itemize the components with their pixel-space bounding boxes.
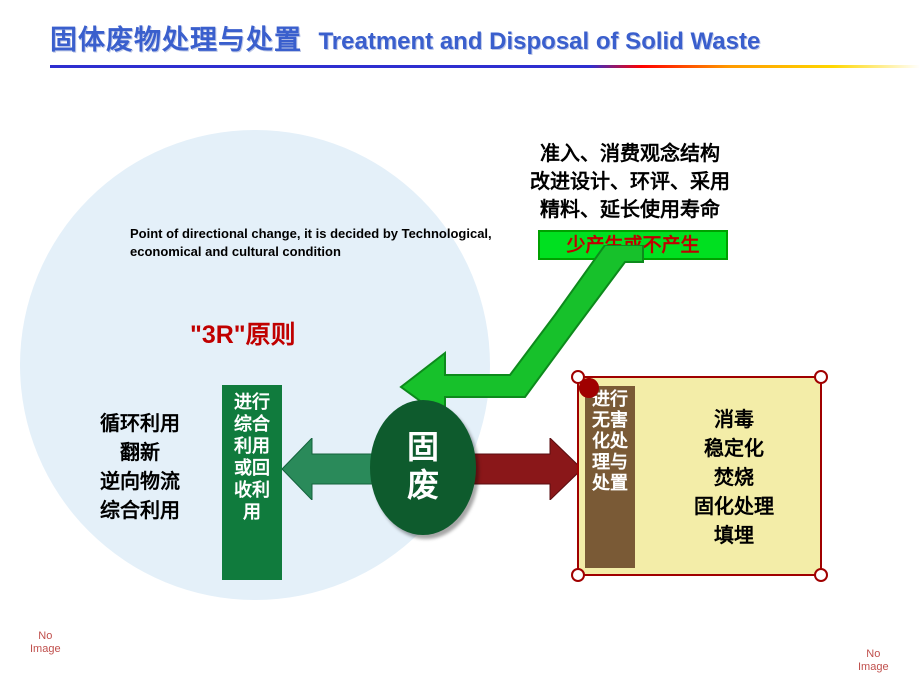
recycle-list: 循环利用 翻新 逆向物流 综合利用 <box>70 410 210 526</box>
diagram-canvas: 准入、消费观念结构 改进设计、环评、采用 精料、延长使用寿命 Point of … <box>0 70 920 690</box>
top-concepts-list: 准入、消费观念结构 改进设计、环评、采用 精料、延长使用寿命 <box>480 140 780 224</box>
list-item: 稳定化 <box>654 435 814 464</box>
hub-line2: 废 <box>370 466 476 504</box>
top-item: 精料、延长使用寿命 <box>480 196 780 224</box>
title-en: Treatment and Disposal of Solid Waste <box>318 28 760 55</box>
list-item: 综合利用 <box>70 497 210 526</box>
corner-decor <box>814 370 828 384</box>
header-divider <box>50 65 920 68</box>
list-item: 固化处理 <box>654 493 814 522</box>
top-item: 改进设计、环评、采用 <box>480 168 780 196</box>
hub-solid-waste: 固 废 <box>370 400 476 535</box>
header: 固体废物处理与处置 Treatment and Disposal of Soli… <box>0 0 920 68</box>
placeholder-noimage-left: NoImage <box>30 630 61 656</box>
list-item: 翻新 <box>70 439 210 468</box>
disposal-list: 消毒 稳定化 焚烧 固化处理 填埋 <box>654 406 814 551</box>
hub-line1: 固 <box>370 428 476 466</box>
disposal-panel: 进行无害化处理与处置 消毒 稳定化 焚烧 固化处理 填埋 <box>577 376 822 576</box>
title-cn: 固体废物处理与处置 <box>50 25 302 55</box>
corner-decor <box>571 370 585 384</box>
corner-decor <box>814 568 828 582</box>
list-item: 逆向物流 <box>70 468 210 497</box>
recycle-vbox: 进行综合利用或回收利用 <box>222 385 282 580</box>
placeholder-noimage-right: NoImage <box>858 648 889 674</box>
arrow-hub-to-disposal <box>472 438 582 500</box>
disposal-vbox: 进行无害化处理与处置 <box>585 386 635 568</box>
list-item: 填埋 <box>654 522 814 551</box>
list-item: 焚烧 <box>654 464 814 493</box>
corner-decor <box>571 568 585 582</box>
top-item: 准入、消费观念结构 <box>480 140 780 168</box>
list-item: 消毒 <box>654 406 814 435</box>
rule-3r-label: "3R"原则 <box>190 315 296 351</box>
list-item: 循环利用 <box>70 410 210 439</box>
